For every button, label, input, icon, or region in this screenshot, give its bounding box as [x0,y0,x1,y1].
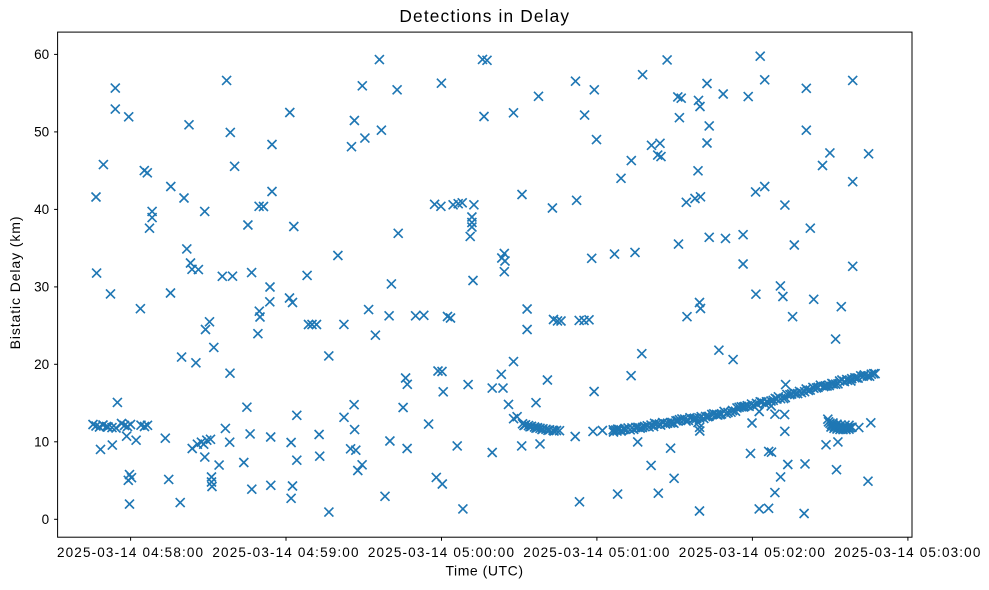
svg-text:2025-03-14 04:58:00: 2025-03-14 04:58:00 [57,545,204,560]
svg-text:10: 10 [34,435,49,450]
svg-text:Time (UTC): Time (UTC) [445,563,523,579]
svg-text:2025-03-14 05:02:00: 2025-03-14 05:02:00 [679,545,826,560]
svg-text:2025-03-14 05:03:00: 2025-03-14 05:03:00 [834,545,981,560]
svg-text:30: 30 [34,280,49,295]
svg-text:60: 60 [34,47,49,62]
svg-text:2025-03-14 05:01:00: 2025-03-14 05:01:00 [523,545,670,560]
svg-text:2025-03-14 05:00:00: 2025-03-14 05:00:00 [368,545,515,560]
svg-text:40: 40 [34,202,49,217]
svg-text:Detections in Delay: Detections in Delay [399,6,570,26]
svg-text:20: 20 [34,357,49,372]
svg-text:0: 0 [42,512,50,527]
svg-text:Bistatic Delay (km): Bistatic Delay (km) [7,216,23,350]
svg-text:2025-03-14 04:59:00: 2025-03-14 04:59:00 [212,545,359,560]
svg-text:50: 50 [34,125,49,140]
